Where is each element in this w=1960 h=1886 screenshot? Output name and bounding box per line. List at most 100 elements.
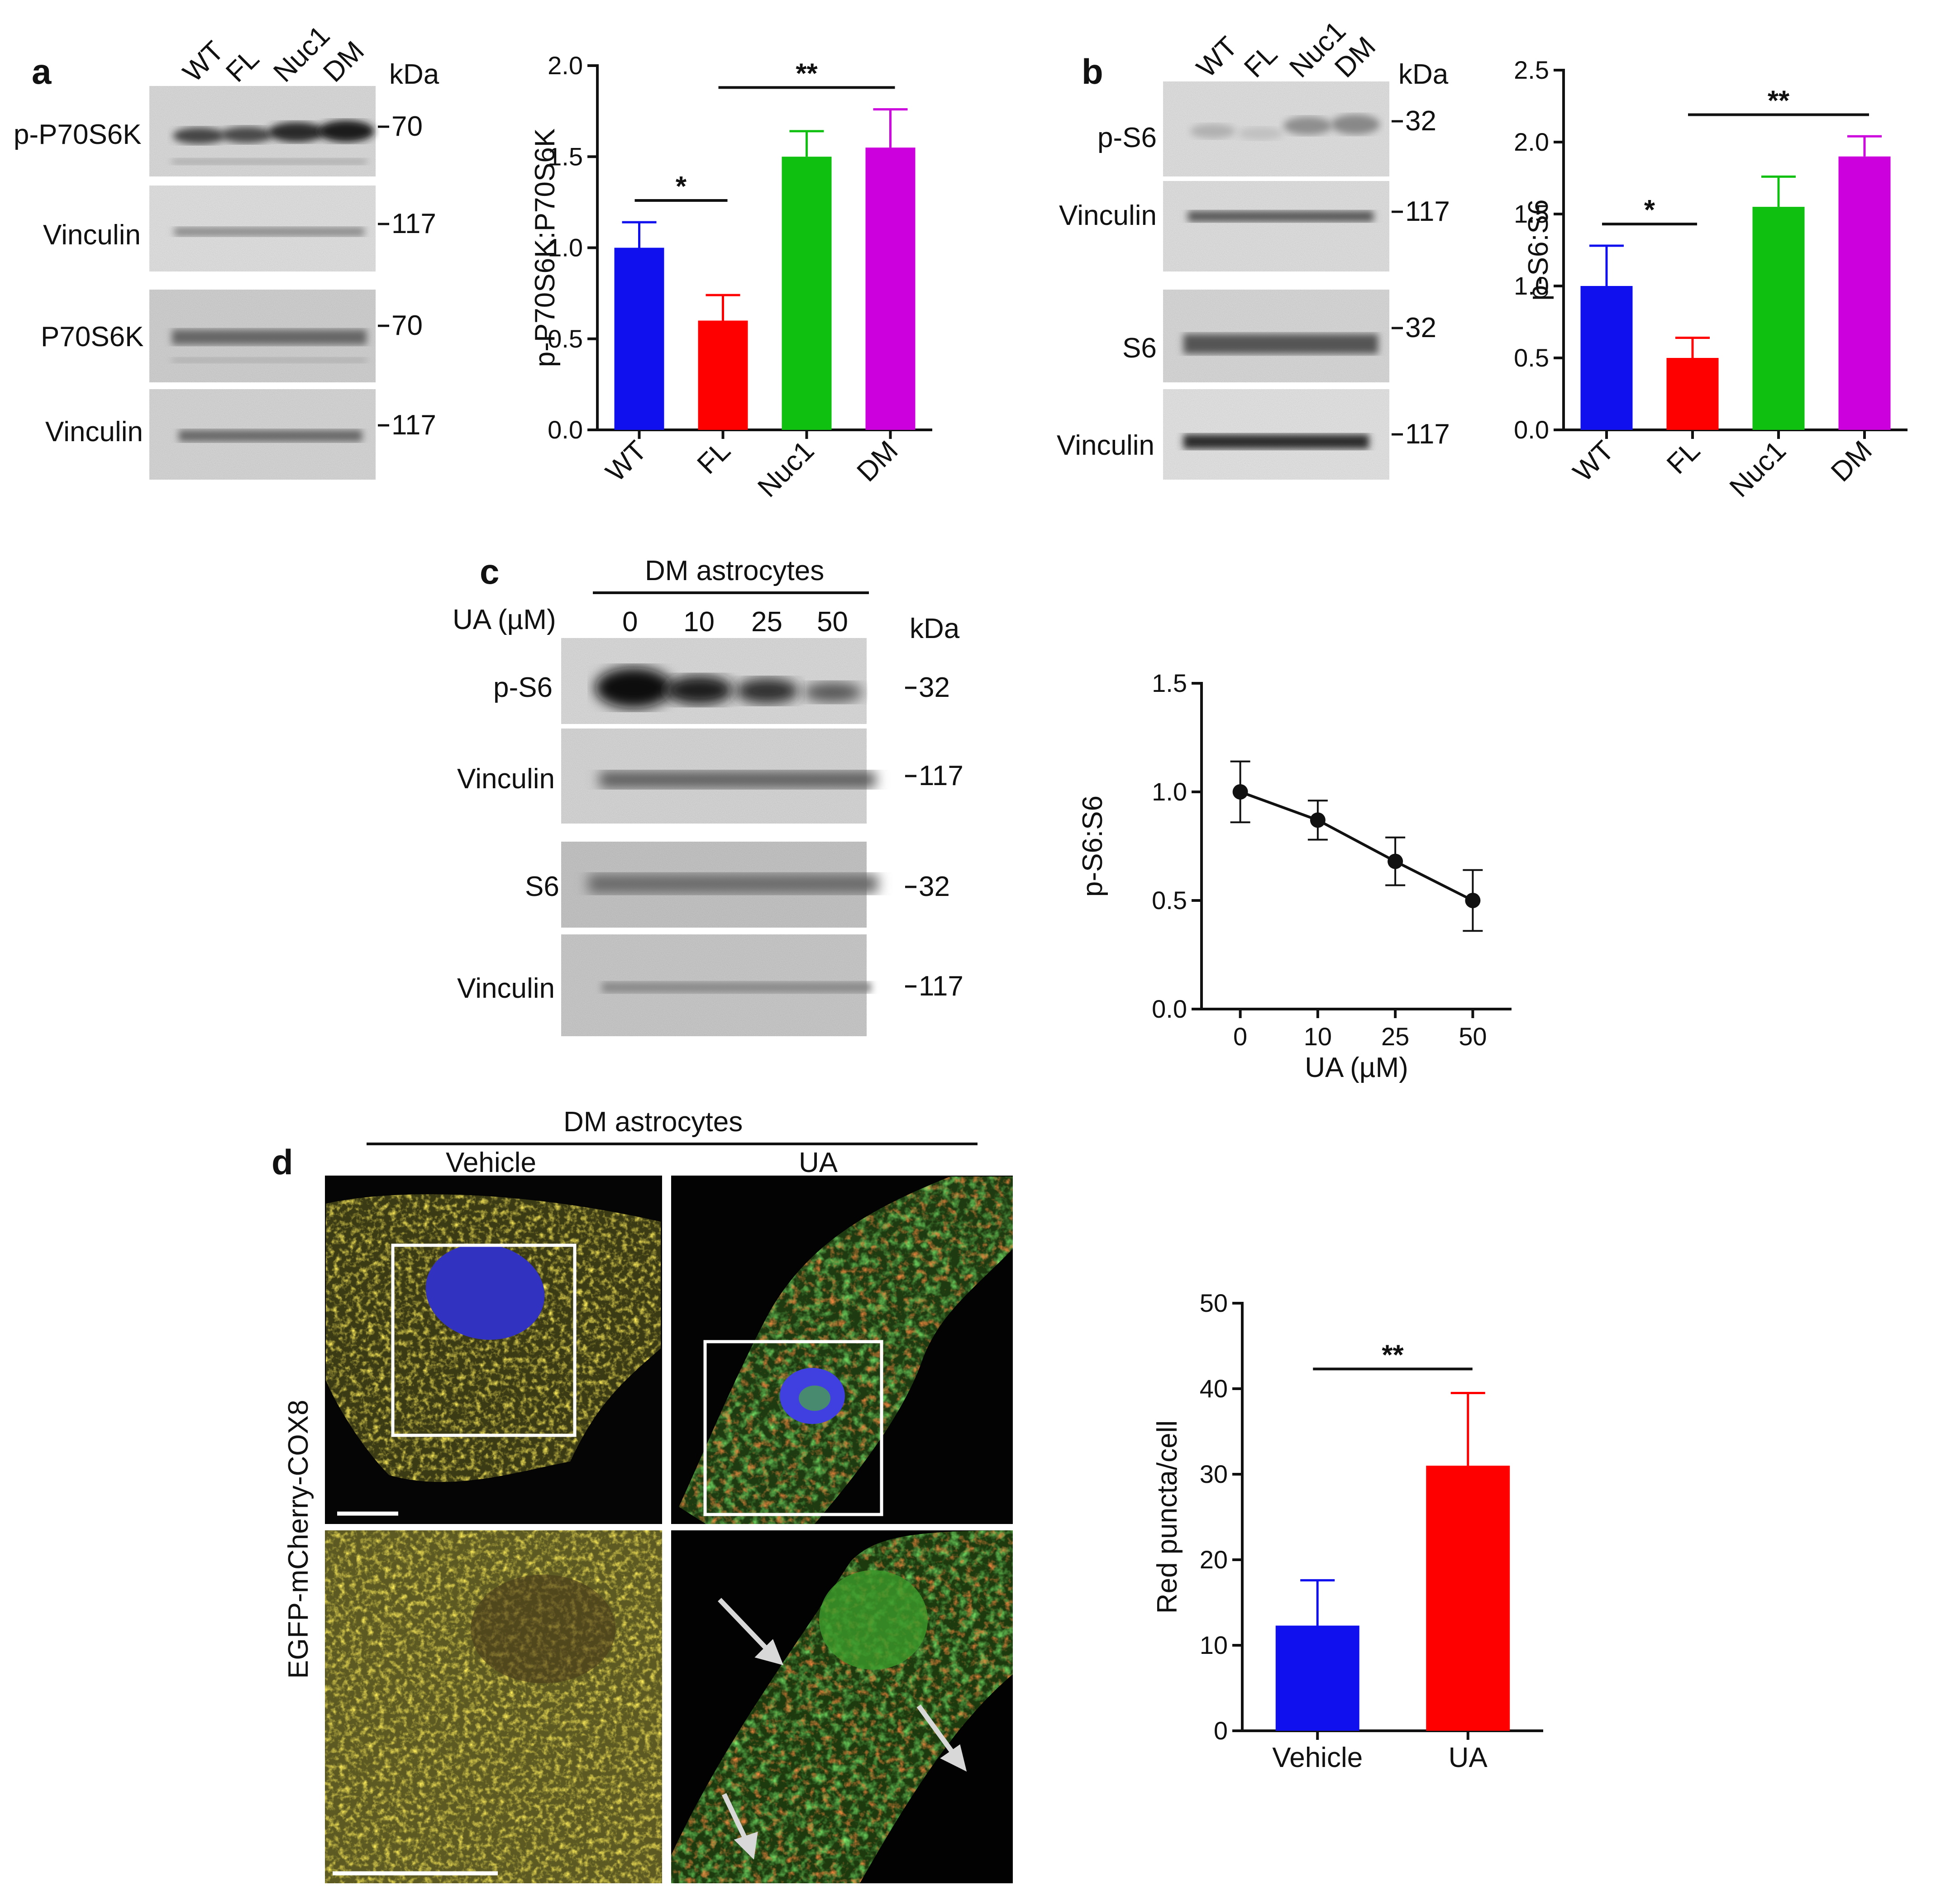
significance-label: ** [1768,85,1790,116]
y-tick-label: 1.5 [1514,200,1549,228]
blot-band [595,667,672,708]
blot-band [1238,127,1283,140]
series-line [1240,791,1474,902]
blot-row-label: Vinculin [457,763,555,795]
bar-chart-a: 0.0 0.5 1.0 1.5 2.0 p-P70S6K:P70S6K WT FL Nuc1 DM… [529,51,932,503]
y-axis-label: p-P70S6K:P70S6K [529,129,561,367]
y-tick-label: 0.0 [1152,995,1187,1023]
lane-label: 50 [817,606,848,638]
y-axis-label: p-S6:S6 [1523,199,1554,300]
bar-chart-d: 0 10 20 30 40 50 Red puncta/cell Vehicle UA ** [1152,1289,1543,1773]
x-tick-label: UA [1449,1742,1488,1773]
x-tick-label: DM [1825,435,1878,488]
bar-fl [1666,358,1719,430]
significance-label: ** [1382,1339,1404,1371]
y-tick-label: 2.0 [548,51,583,80]
blot-faint-band [172,357,367,363]
blot-group-label: DM astrocytes [645,555,824,586]
kda-label: kDa [910,613,960,644]
y-tick-label: 2.0 [1514,128,1549,156]
x-tick-label: WT [1567,435,1620,488]
significance-label: * [1644,195,1655,226]
y-tick-label: 2.5 [1514,56,1549,84]
lane-label: 25 [751,606,782,638]
microscopy-panel-d: d DM astrocytes Vehicle UA EGFP-mCherry-… [272,1106,1013,1883]
y-tick-label: 0 [1214,1716,1228,1745]
blot-band [602,982,871,993]
bar-dm [865,148,916,430]
blot-row-label: Vinculin [43,219,141,251]
blot-band [1283,117,1332,135]
arrow-icon [916,1704,957,1757]
reporter-label: EGFP-mCherry-COX8 [283,1400,314,1679]
marker-label: 117 [391,410,436,441]
y-tick-label: 0.0 [1514,415,1549,444]
micrograph-ua-overview [671,1176,1013,1524]
marker-label: 117 [1405,196,1450,227]
arrow-icon [722,1793,749,1843]
x-tick-label: 50 [1459,1022,1487,1051]
arrow-icons [718,1598,967,1860]
marker-label: 32 [919,871,950,902]
bar-wt [1580,286,1633,430]
condition-label-vehicle: Vehicle [446,1147,536,1178]
x-tick-label: Nuc1 [1724,435,1792,503]
significance-label: * [676,171,687,202]
blot-row-label: p-S6 [493,672,553,703]
blot-row-label: S6 [1122,333,1157,364]
bar-nuc1 [782,157,832,430]
marker-label: 70 [391,111,423,142]
data-point [1388,853,1403,869]
bar-dm [1838,156,1891,430]
lane-label: Nuc1 [267,20,336,88]
y-tick-label: 50 [1200,1289,1228,1317]
zoom-box [703,1340,883,1516]
blot-band [179,430,362,442]
y-tick-label: 40 [1200,1374,1228,1403]
y-tick-label: 1.5 [548,142,583,171]
micrograph-vehicle-overview [325,1176,662,1524]
blot-band [268,122,324,142]
x-tick-label: 0 [1233,1022,1247,1051]
micrograph-ua-zoom [671,1530,1013,1883]
marker-label: 117 [919,760,963,791]
blot-band [1188,211,1373,222]
western-blot-panel-a: a WT FL Nuc1 DM kDa p-P70S6K 70 Vinculin… [14,20,439,480]
marker-label: 117 [919,971,963,1002]
x-tick-label: Nuc1 [752,435,820,503]
bar-fl [698,320,748,430]
panel-letter-d: d [272,1142,293,1182]
lane-label: FL [220,43,265,88]
blot-band [318,120,374,142]
blot-band [588,874,878,893]
blot-row-label: p-P70S6K [14,119,142,150]
x-tick-label: DM [851,435,904,488]
blot-band [174,227,364,236]
kda-label: kDa [1398,59,1449,90]
panel-letter-b: b [1082,52,1103,91]
y-tick-label: 1.0 [1514,271,1549,300]
blot-band [1331,114,1380,134]
kda-label: kDa [389,59,439,90]
y-tick-label: 30 [1200,1460,1228,1488]
x-tick-label: Vehicle [1272,1742,1363,1773]
nucleus-blue [425,1244,545,1340]
marker-label: 32 [1405,105,1436,137]
blot-faint-band [172,158,367,165]
y-tick-label: 20 [1200,1545,1228,1574]
arrowhead-icon [754,1639,784,1666]
blot-band [1183,334,1378,354]
marker-label: 117 [391,208,436,239]
significance-label: ** [796,58,818,89]
zoom-box [391,1243,577,1437]
image-group-label: DM astrocytes [563,1106,743,1138]
bar-vehicle [1275,1625,1359,1731]
panel-letter-a: a [32,52,52,91]
blot-row-label: p-S6 [1097,122,1157,153]
condition-label-ua: UA [799,1147,838,1178]
blot-row-label: P70S6K [41,321,144,352]
western-blot-panel-b: b WT FL Nuc1 DM kDa p-S6 32 Vinculin 117… [1057,15,1450,480]
lane-label: 0 [622,606,638,638]
